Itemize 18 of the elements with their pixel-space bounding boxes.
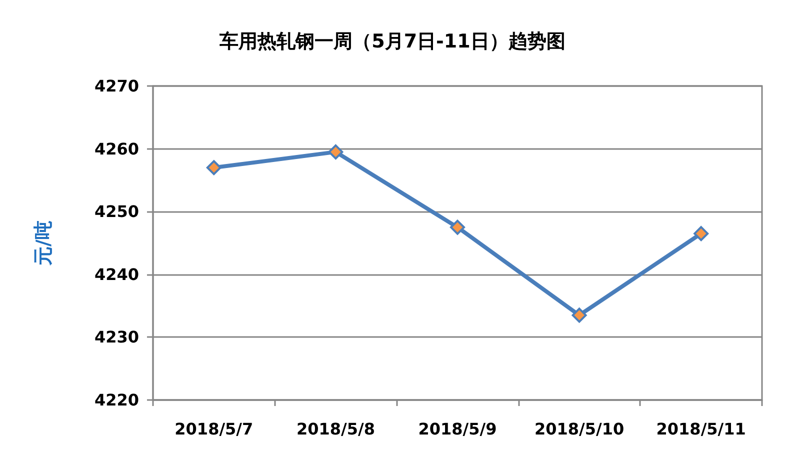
y-tick-label: 4230 (94, 328, 139, 347)
x-tick-label: 2018/5/7 (174, 420, 254, 438)
y-tick-label: 4270 (94, 76, 139, 96)
x-tick-label: 2018/5/9 (418, 420, 497, 438)
x-tick-label: 2018/5/10 (534, 420, 624, 438)
point (694, 226, 709, 242)
point (206, 160, 222, 176)
point (572, 308, 587, 323)
point (450, 220, 465, 235)
y-axis-title: 元/吨 (32, 220, 54, 266)
y-tick-label: 4250 (94, 202, 139, 222)
point (328, 144, 344, 160)
x-tick-label: 2018/5/8 (296, 420, 375, 438)
x-tick-label: 2018/5/11 (656, 420, 746, 438)
y-tick-label: 4260 (94, 139, 139, 158)
y-tick-label: 4220 (94, 390, 139, 410)
y-tick-label: 4240 (94, 264, 139, 284)
chart-title: 车用热轧钢一周（5月7日-11日）趋势图 (218, 30, 566, 52)
